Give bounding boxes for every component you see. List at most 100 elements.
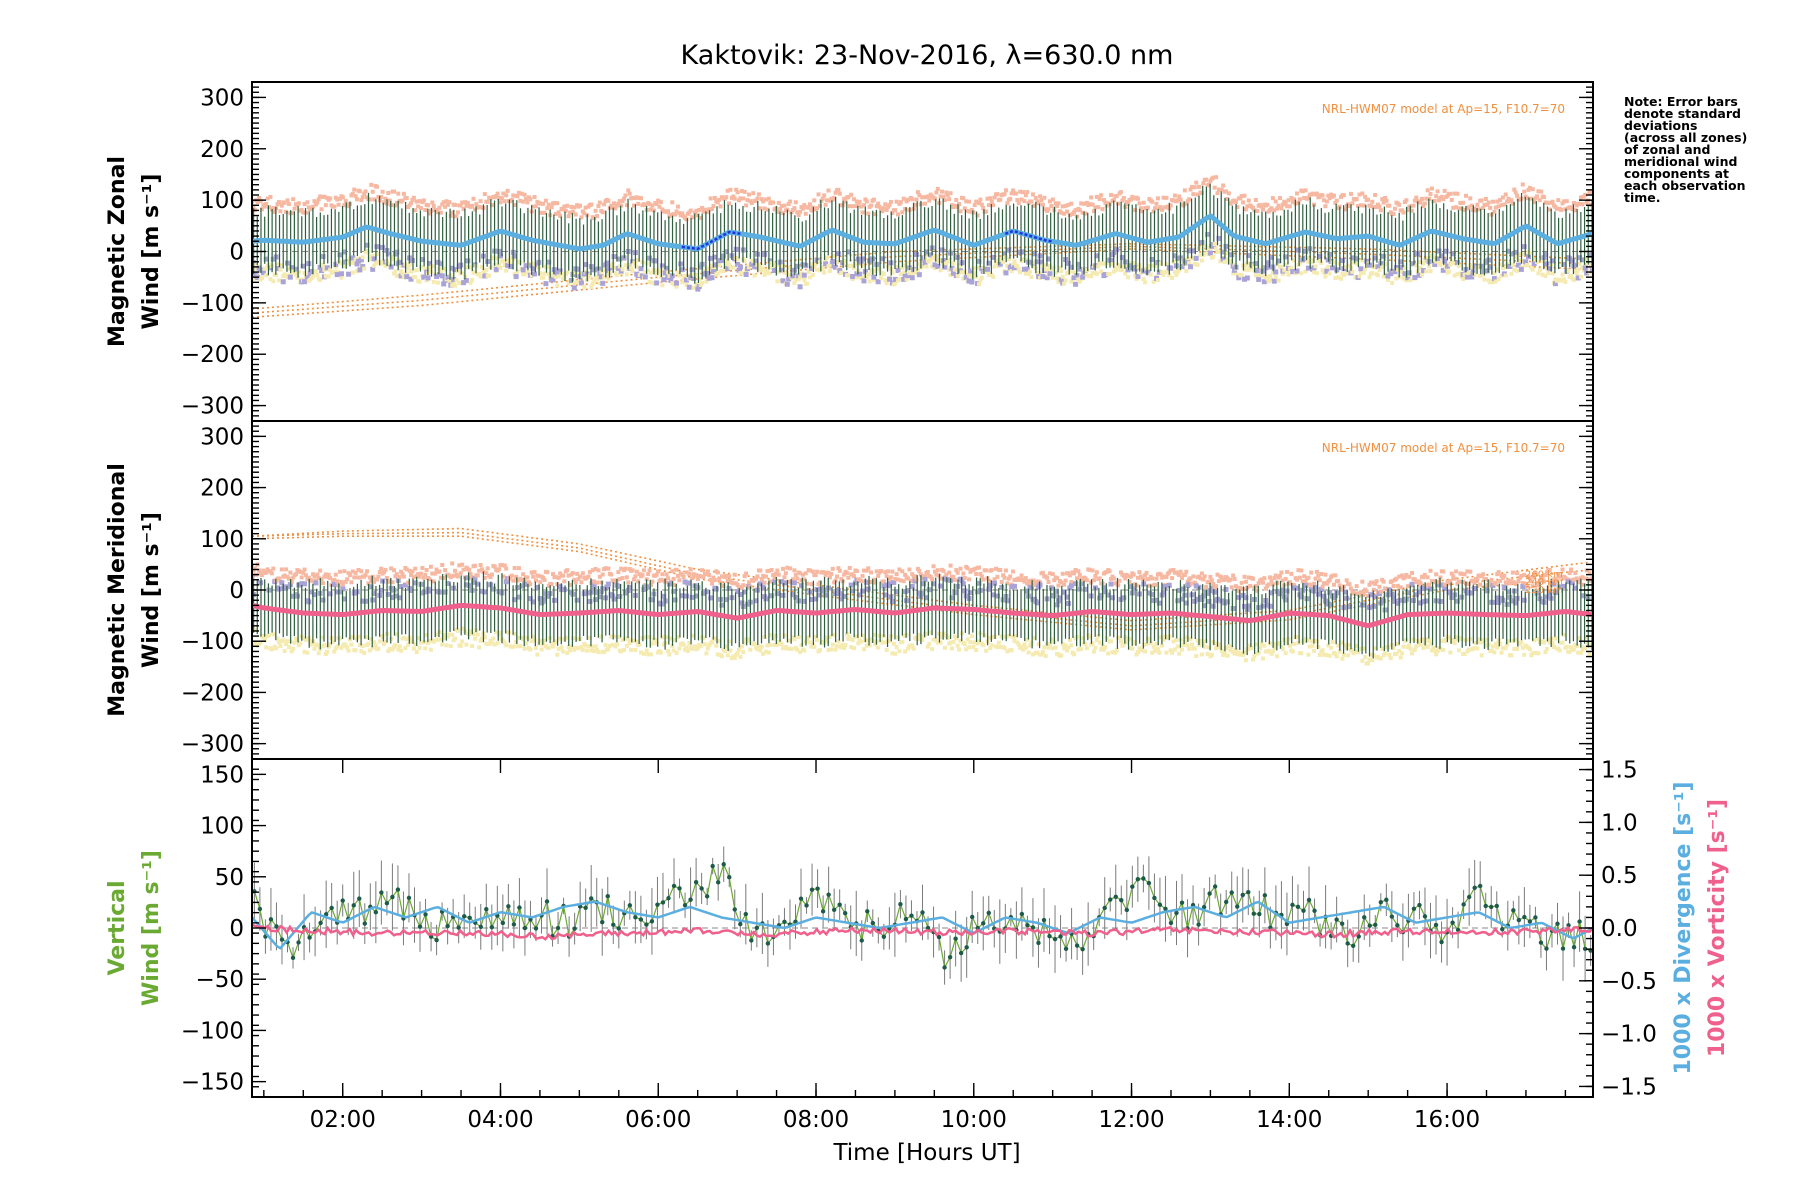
zone-sample-marker [771,200,776,205]
zone-sample-marker [910,643,915,648]
zone-sample-marker [1220,256,1226,262]
zone-sample-marker [1011,188,1016,193]
zone-sample-marker [1440,267,1446,273]
zone-sample-marker [735,650,740,655]
zone-sample-marker [505,188,510,193]
zone-sample-marker [683,647,688,652]
zone-sample-marker [398,583,404,589]
zone-sample-marker [1326,643,1331,648]
zone-sample-marker [556,575,561,580]
zone-sample-marker [1154,642,1159,647]
zone-sample-marker [1136,650,1141,655]
zone-sample-marker [731,581,736,586]
zone-sample-marker [1243,658,1248,663]
zone-sample-marker [1117,265,1122,270]
zone-sample-marker [501,574,506,579]
zone-sample-marker [919,591,925,597]
zone-sample-marker [884,207,889,212]
zone-sample-marker [683,277,689,283]
zone-sample-marker [1442,258,1448,264]
zone-sample-marker [650,579,655,584]
zone-sample-marker [581,591,587,597]
zone-sample-marker [1080,274,1086,280]
zone-sample-marker [1025,190,1030,195]
zone-sample-marker [1145,269,1151,275]
zone-sample-marker [848,582,854,588]
zone-sample-marker [1357,192,1362,197]
zone-sample-marker [582,284,587,289]
zone-sample-marker [914,270,919,275]
zone-sample-marker [1222,259,1227,264]
zone-sample-marker [1513,249,1519,255]
zone-sample-marker [680,280,685,285]
zone-sample-marker [629,647,634,652]
zone-sample-marker [318,194,323,199]
zone-sample-marker [518,198,523,203]
zone-sample-marker [1219,575,1224,580]
zone-sample-marker [604,271,609,276]
zone-sample-marker [715,570,720,575]
zone-sample-marker [951,639,956,644]
zone-sample-marker [994,566,999,571]
zone-sample-marker [718,580,723,585]
zone-sample-marker [1036,642,1041,647]
zone-sample-marker [1153,597,1159,603]
zone-sample-marker [553,211,558,216]
zone-sample-marker [1066,202,1071,207]
zone-sample-marker [370,189,375,194]
zone-sample-marker [1564,199,1569,204]
zone-sample-marker [634,195,639,200]
zone-sample-marker [827,268,832,273]
zone-sample-marker [835,251,841,257]
zone-sample-marker [727,574,732,579]
zone-sample-marker [1120,267,1125,272]
zone-sample-marker [447,632,452,637]
zone-sample-marker [566,645,571,650]
zone-sample-marker [1182,639,1187,644]
zone-sample-marker [1532,200,1537,205]
zone-sample-marker [495,641,500,646]
zone-sample-marker [373,261,378,266]
zone-sample-marker [1320,584,1325,589]
zone-sample-marker [634,258,639,263]
zone-sample-marker [595,214,600,219]
zone-sample-marker [408,276,414,282]
zone-sample-marker [302,649,307,654]
zone-sample-marker [498,265,503,270]
zone-sample-marker [499,563,504,568]
zone-sample-marker [357,267,363,273]
zone-sample-marker [1534,194,1539,199]
zone-sample-marker [1018,189,1023,194]
zone-sample-marker [596,274,601,279]
zone-sample-marker [1405,208,1410,213]
zone-sample-marker [646,652,651,657]
zone-sample-marker [1170,275,1175,280]
zone-sample-marker [285,639,290,644]
zone-sample-marker [1221,653,1226,658]
zone-sample-marker [684,645,689,650]
zone-sample-marker [723,597,729,603]
zone-sample-marker [410,268,415,273]
zone-sample-marker [1204,585,1209,590]
zone-sample-marker [901,579,906,584]
zone-sample-marker [1577,201,1582,206]
zone-sample-marker [1160,207,1165,212]
zone-sample-marker [719,602,725,608]
zone-sample-marker [854,275,859,280]
zone-sample-marker [1131,196,1136,201]
zone-sample-marker [976,258,982,264]
zone-sample-marker [623,193,628,198]
y-tick-label: 100 [200,188,244,214]
zone-sample-marker [988,196,993,201]
zone-sample-marker [1323,204,1328,209]
zone-sample-marker [1340,587,1345,592]
zone-sample-marker [991,274,996,279]
zone-sample-marker [1094,638,1099,643]
zone-sample-marker [638,266,644,272]
zone-sample-marker [631,203,636,208]
zone-sample-marker [1294,585,1300,591]
zone-sample-marker [1047,642,1052,647]
zone-sample-marker [1053,645,1058,650]
zone-sample-marker [302,581,308,587]
zone-sample-marker [758,263,763,268]
